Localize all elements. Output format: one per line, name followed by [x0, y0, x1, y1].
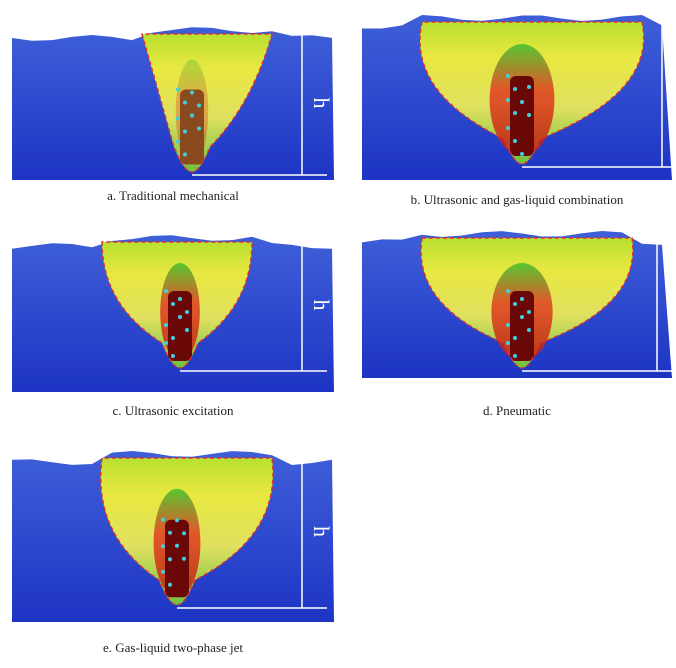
- particle: [161, 544, 165, 548]
- particle: [168, 531, 172, 535]
- depth-label: h: [664, 298, 676, 309]
- depth-label: h: [309, 98, 334, 109]
- particle: [185, 328, 189, 332]
- particle: [168, 557, 172, 561]
- caption: c. Ultrasonic excitation: [113, 403, 234, 418]
- particle: [182, 557, 186, 561]
- particle: [506, 126, 510, 130]
- particle: [520, 152, 524, 156]
- depth-label: h: [309, 300, 334, 311]
- particle: [513, 139, 517, 143]
- simulation-panel: h: [362, 15, 676, 180]
- probe: [168, 291, 192, 361]
- particle: [164, 289, 168, 293]
- particle: [183, 153, 187, 157]
- particle: [185, 310, 189, 314]
- particle: [527, 85, 531, 89]
- particle: [171, 302, 175, 306]
- figure: h a. Traditional mechanical h b. Ultrasonic…: [0, 0, 676, 668]
- probe: [510, 291, 534, 361]
- caption: d. Pneumatic: [483, 403, 551, 418]
- particle: [520, 297, 524, 301]
- simulation-panel: h: [362, 231, 676, 378]
- particle: [506, 341, 510, 345]
- particle: [164, 341, 168, 345]
- simulation-panel: h: [12, 451, 334, 622]
- depth-label: h: [309, 526, 334, 537]
- particle: [183, 101, 187, 105]
- particle: [178, 297, 182, 301]
- particle: [168, 583, 172, 587]
- particle: [171, 336, 175, 340]
- particle: [527, 113, 531, 117]
- particle: [197, 104, 201, 108]
- particle: [164, 323, 168, 327]
- simulation-panel: h: [12, 235, 334, 392]
- particle: [161, 518, 165, 522]
- particle: [506, 289, 510, 293]
- particle: [175, 544, 179, 548]
- particle: [513, 354, 517, 358]
- particle: [513, 336, 517, 340]
- particle: [513, 87, 517, 91]
- caption: b. Ultrasonic and gas-liquid combination: [411, 192, 624, 207]
- depth-label: h: [669, 88, 676, 99]
- particle: [513, 111, 517, 115]
- particle: [175, 518, 179, 522]
- particle: [190, 114, 194, 118]
- particle: [161, 570, 165, 574]
- particle: [506, 323, 510, 327]
- simulation-panel: h: [12, 27, 334, 180]
- particle: [197, 127, 201, 131]
- particle: [176, 117, 180, 121]
- particle: [527, 310, 531, 314]
- particle: [520, 315, 524, 319]
- particle: [506, 74, 510, 78]
- particle: [506, 98, 510, 102]
- particle: [176, 88, 180, 92]
- particle: [183, 130, 187, 134]
- particle: [171, 354, 175, 358]
- particle: [513, 302, 517, 306]
- particle: [178, 315, 182, 319]
- particle: [520, 100, 524, 104]
- caption: a. Traditional mechanical: [107, 188, 239, 203]
- particle: [527, 328, 531, 332]
- particle: [182, 531, 186, 535]
- caption: e. Gas-liquid two-phase jet: [103, 640, 243, 655]
- particle: [190, 91, 194, 95]
- particle: [176, 140, 180, 144]
